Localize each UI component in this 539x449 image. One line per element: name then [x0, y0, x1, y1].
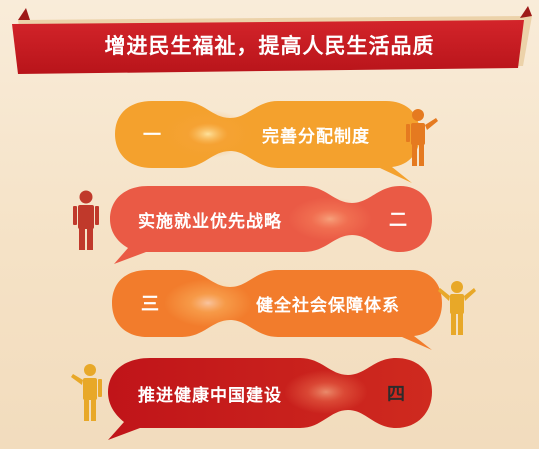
bubble-2	[110, 186, 432, 264]
item-3-label: 健全社会保障体系	[256, 295, 400, 316]
header-banner	[12, 6, 532, 74]
bubble-3	[112, 270, 442, 350]
page-title: 增进民生福祉，提高人民生活品质	[104, 34, 435, 58]
item-4-number: 四	[387, 384, 405, 405]
item-4-label: 推进健康中国建设	[138, 385, 282, 406]
item-1-label: 完善分配制度	[262, 126, 370, 147]
person-icon-1	[406, 109, 438, 166]
item-2-number: 二	[389, 210, 407, 231]
person-icon-2	[73, 190, 99, 250]
person-icon-3	[438, 281, 476, 335]
person-icon-4	[71, 364, 102, 421]
item-2-label: 实施就业优先战略	[138, 211, 282, 232]
bubble-4	[108, 358, 432, 440]
item-3-number: 三	[141, 294, 159, 315]
bubble-1	[115, 101, 420, 183]
item-1-number: 一	[143, 125, 161, 146]
